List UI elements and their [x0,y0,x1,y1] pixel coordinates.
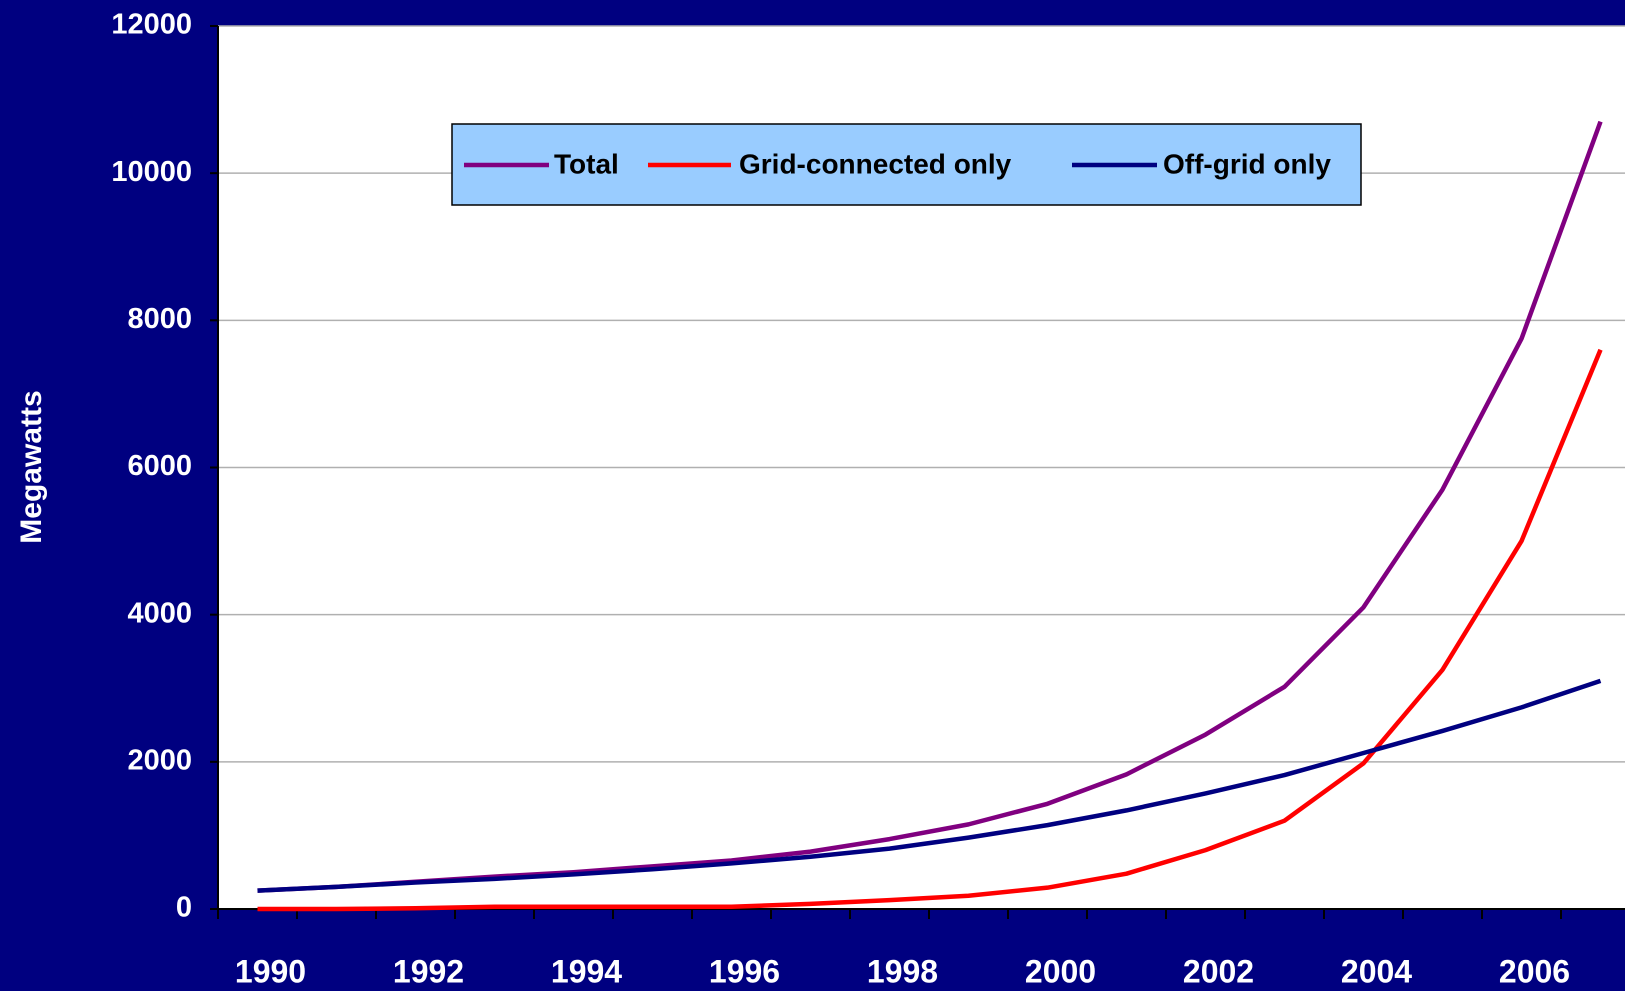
y-tick-label: 8000 [127,303,192,335]
x-tick-label: 1996 [709,953,780,989]
x-tick-label: 2006 [1499,953,1570,989]
y-tick-label: 10000 [111,156,192,188]
legend-label: Off-grid only [1163,148,1331,179]
x-tick-label: 1990 [235,953,306,989]
x-tick-label: 2000 [1025,953,1096,989]
legend-label: Grid-connected only [739,148,1012,179]
legend [451,123,1362,206]
x-tick-label: 2002 [1183,953,1254,989]
x-tick-label: 1994 [551,953,622,989]
y-tick-label: 0 [176,892,192,924]
y-axis-label: Megawatts [15,390,48,543]
x-tick-label: 1998 [867,953,938,989]
y-tick-label: 6000 [127,450,192,482]
y-tick-label: 4000 [127,597,192,629]
x-tick-label: 2004 [1341,953,1412,989]
line-series [257,678,1602,893]
y-tick-label: 2000 [127,744,192,776]
legend-label: Total [554,148,619,179]
y-tick-label: 12000 [111,9,192,41]
x-tick-label: 1992 [393,953,464,989]
